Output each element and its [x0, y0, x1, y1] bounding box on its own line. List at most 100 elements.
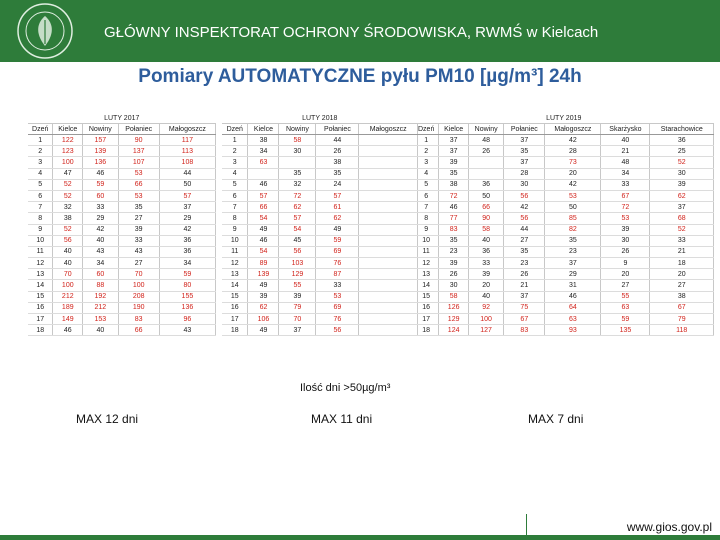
value-cell: 106 — [247, 313, 280, 326]
value-cell: 34 — [600, 168, 651, 180]
day-cell: 8 — [222, 212, 249, 225]
value-cell: 26 — [600, 246, 651, 259]
day-cell: 8 — [414, 212, 440, 225]
value-cell: 63 — [600, 302, 651, 315]
table-row: 14 30 20 21 31 27 27 — [414, 279, 714, 292]
value-cell: 73 — [544, 156, 602, 169]
value-cell: 100 — [52, 279, 84, 292]
value-cell: 42 — [544, 179, 602, 191]
value-cell: 26 — [438, 268, 469, 281]
value-cell: 52 — [649, 156, 714, 169]
day-cell: 10 — [222, 235, 249, 247]
value-cell: 46 — [544, 291, 602, 303]
day-cell: 2 — [414, 145, 440, 158]
value-cell: 40 — [52, 246, 84, 259]
value-cell: 54 — [247, 212, 280, 225]
value-cell: 33 — [118, 235, 160, 247]
table-title: LUTY 2019 — [546, 115, 582, 122]
table-luty-2018: LUTY 2018 Dzeń Kielce Nowiny Połaniec Małogos… — [222, 114, 418, 337]
value-cell: 117 — [159, 134, 217, 147]
value-cell — [358, 302, 418, 315]
day-cell: 13 — [222, 268, 249, 281]
value-cell: 118 — [649, 324, 714, 337]
value-cell — [358, 134, 418, 147]
value-cell: 67 — [649, 302, 714, 315]
value-cell: 59 — [600, 313, 651, 326]
value-cell: 100 — [52, 156, 84, 169]
value-cell: 76 — [315, 313, 360, 326]
day-cell: 1 — [28, 134, 54, 147]
value-cell — [278, 156, 317, 169]
value-cell: 92 — [468, 302, 505, 315]
value-cell: 34 — [82, 257, 119, 270]
value-cell: 35 — [544, 235, 602, 247]
table-row: 3 100 136 107 108 — [28, 156, 217, 169]
footer-url[interactable]: www.gios.gov.pl — [626, 520, 712, 534]
value-cell: 38 — [649, 291, 714, 303]
value-cell: 30 — [649, 168, 714, 180]
value-cell: 42 — [544, 134, 602, 147]
day-cell: 7 — [222, 201, 249, 214]
value-cell: 34 — [159, 257, 217, 270]
column-header: Kielce — [52, 123, 84, 135]
value-cell: 57 — [315, 190, 360, 203]
value-cell: 29 — [544, 268, 602, 281]
value-cell: 25 — [649, 145, 714, 158]
day-cell: 18 — [28, 324, 54, 337]
value-cell: 35 — [315, 168, 360, 180]
column-header: Nowiny — [278, 123, 317, 135]
value-cell: 48 — [468, 134, 505, 147]
value-cell: 59 — [159, 268, 217, 281]
value-cell: 212 — [52, 291, 84, 303]
value-cell: 50 — [468, 190, 505, 203]
table-row: 1 37 48 37 42 40 36 — [414, 134, 714, 147]
value-cell: 39 — [649, 179, 714, 191]
table-row: 7 66 62 61 — [222, 201, 418, 214]
value-cell: 34 — [247, 145, 280, 158]
value-cell: 129 — [278, 268, 317, 281]
value-cell: 37 — [503, 291, 546, 303]
value-cell: 52 — [52, 179, 84, 191]
table-row: 18 124 127 83 93 135 118 — [414, 324, 714, 337]
table-row: 2 123 139 137 113 — [28, 145, 217, 158]
table-row: 14 100 88 100 80 — [28, 279, 217, 292]
value-cell: 69 — [315, 302, 360, 315]
table-row: 11 40 43 43 36 — [28, 246, 217, 259]
value-cell: 88 — [82, 279, 119, 292]
value-cell: 44 — [159, 168, 217, 180]
value-cell: 208 — [118, 291, 160, 303]
column-header: Dzeń — [28, 123, 54, 135]
value-cell: 66 — [247, 201, 280, 214]
value-cell: 56 — [503, 212, 546, 225]
value-cell: 28 — [503, 168, 546, 180]
value-cell: 43 — [159, 324, 217, 337]
value-cell: 63 — [544, 313, 602, 326]
value-cell: 56 — [278, 246, 317, 259]
value-cell: 192 — [82, 291, 119, 303]
value-cell: 100 — [118, 279, 160, 292]
value-cell: 32 — [52, 201, 84, 214]
table-row: 1 122 157 90 117 — [28, 134, 217, 147]
value-cell: 77 — [438, 212, 469, 225]
value-cell — [247, 168, 280, 180]
column-header: Nowiny — [468, 123, 505, 135]
value-cell: 33 — [468, 257, 505, 270]
value-cell: 31 — [544, 279, 602, 292]
value-cell: 50 — [544, 201, 602, 214]
value-cell: 93 — [544, 324, 602, 337]
table-row: 18 49 37 56 — [222, 324, 418, 337]
value-cell: 33 — [600, 179, 651, 191]
table-row: 8 38 29 27 29 — [28, 212, 217, 225]
table-row: 10 56 40 33 36 — [28, 235, 217, 247]
value-cell: 50 — [159, 179, 217, 191]
value-cell: 42 — [159, 224, 217, 236]
value-cell — [358, 235, 418, 247]
value-cell: 55 — [600, 291, 651, 303]
value-cell: 39 — [438, 257, 469, 270]
value-cell: 30 — [600, 235, 651, 247]
days-label: Ilość dni >50µg/m³ — [300, 382, 391, 394]
day-cell: 5 — [222, 179, 249, 191]
day-cell: 4 — [222, 168, 249, 180]
value-cell: 33 — [82, 201, 119, 214]
value-cell: 36 — [159, 246, 217, 259]
